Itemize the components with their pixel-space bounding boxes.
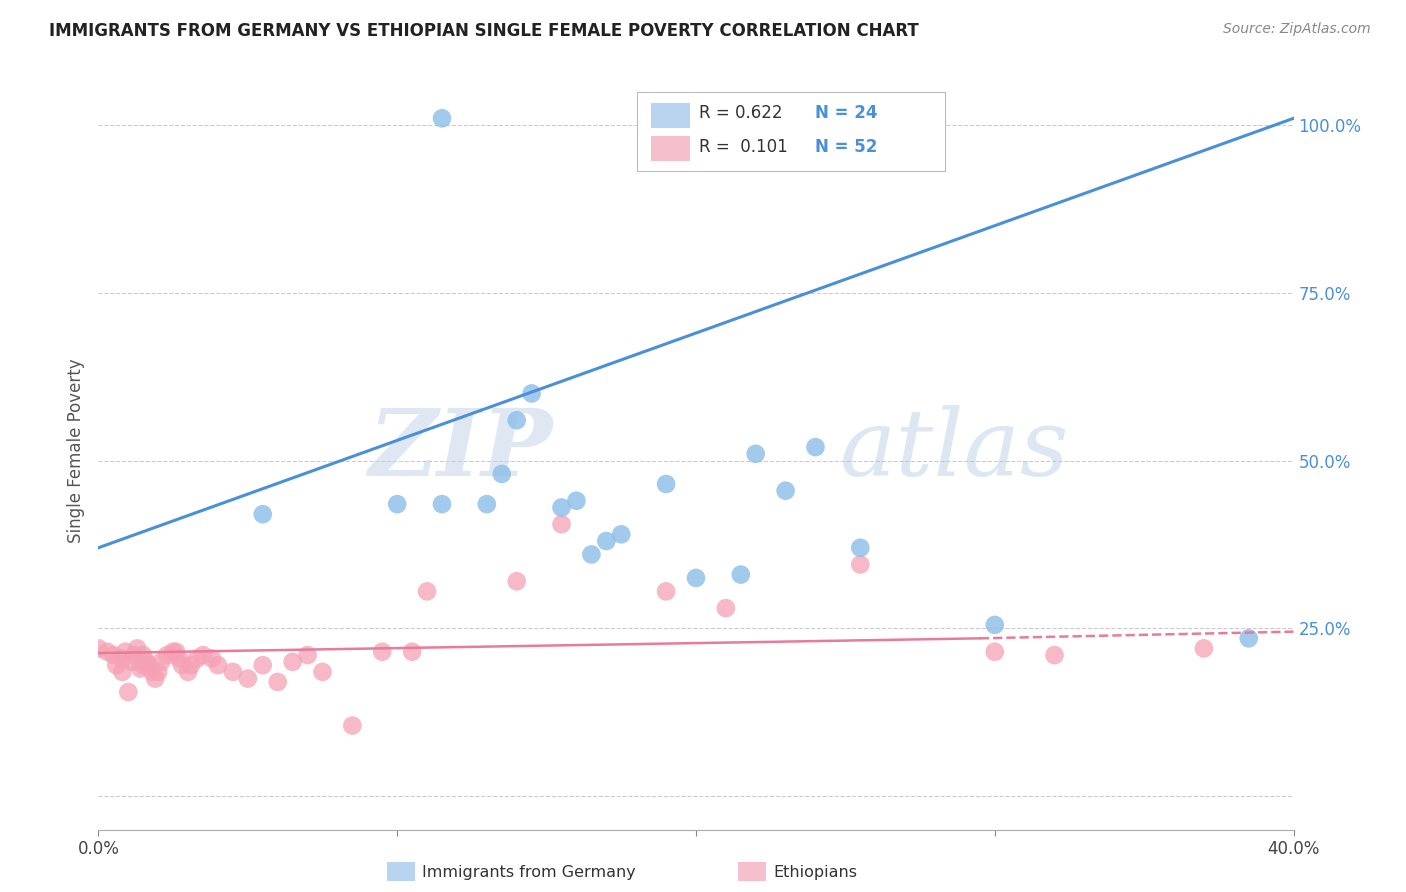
Point — [111, 665, 134, 679]
Point — [685, 112, 707, 126]
Point — [222, 665, 245, 679]
Point — [595, 534, 617, 549]
Point — [156, 648, 179, 662]
Point — [520, 386, 543, 401]
Point — [165, 645, 187, 659]
Point — [1043, 648, 1066, 662]
Y-axis label: Single Female Poverty: Single Female Poverty — [66, 359, 84, 542]
Point — [127, 641, 149, 656]
Text: ZIP: ZIP — [368, 406, 553, 495]
Point — [655, 584, 678, 599]
Point — [745, 447, 768, 461]
Point — [281, 655, 304, 669]
Point — [120, 655, 142, 669]
Point — [714, 601, 737, 615]
Point — [1237, 632, 1260, 646]
Point — [177, 665, 200, 679]
Point — [371, 645, 394, 659]
Point — [129, 661, 152, 675]
Point — [252, 507, 274, 521]
Text: R = 0.622: R = 0.622 — [699, 104, 782, 122]
Point — [172, 658, 194, 673]
Point — [236, 672, 259, 686]
Point — [96, 645, 118, 659]
Point — [132, 658, 155, 673]
Text: N = 24: N = 24 — [815, 104, 877, 122]
Point — [207, 658, 229, 673]
Point — [430, 112, 453, 126]
Point — [141, 665, 163, 679]
Text: R =  0.101: R = 0.101 — [699, 138, 787, 156]
Point — [984, 618, 1007, 632]
Point — [655, 477, 678, 491]
Point — [401, 645, 423, 659]
Point — [132, 648, 155, 662]
Point — [117, 685, 139, 699]
Point — [849, 558, 872, 572]
Point — [191, 648, 214, 662]
Point — [550, 517, 572, 532]
Point — [385, 497, 409, 511]
Point — [550, 500, 572, 515]
Point — [730, 567, 752, 582]
Point — [565, 493, 588, 508]
Point — [105, 658, 128, 673]
Text: Immigrants from Germany: Immigrants from Germany — [422, 865, 636, 880]
Point — [506, 413, 529, 427]
Text: Ethiopians: Ethiopians — [773, 865, 858, 880]
Point — [849, 541, 872, 555]
Text: N = 52: N = 52 — [815, 138, 877, 156]
Point — [186, 651, 208, 665]
Point — [685, 571, 707, 585]
Point — [135, 655, 157, 669]
Point — [114, 645, 136, 659]
Point — [491, 467, 513, 481]
Point — [103, 648, 125, 662]
Point — [1192, 641, 1215, 656]
Point — [138, 658, 160, 673]
Point — [416, 584, 439, 599]
Point — [430, 497, 453, 511]
Point — [610, 527, 633, 541]
Point — [162, 645, 184, 659]
Point — [252, 658, 274, 673]
Point — [201, 651, 224, 665]
Point — [804, 440, 827, 454]
Point — [506, 574, 529, 589]
Point — [180, 658, 202, 673]
Point — [111, 651, 134, 665]
Point — [775, 483, 797, 498]
Point — [311, 665, 333, 679]
Point — [581, 548, 603, 562]
Point — [267, 675, 290, 690]
Text: IMMIGRANTS FROM GERMANY VS ETHIOPIAN SINGLE FEMALE POVERTY CORRELATION CHART: IMMIGRANTS FROM GERMANY VS ETHIOPIAN SIN… — [49, 22, 920, 40]
Point — [984, 645, 1007, 659]
Text: atlas: atlas — [839, 406, 1069, 495]
Point — [87, 641, 110, 656]
Point — [150, 655, 173, 669]
Point — [342, 718, 364, 732]
Point — [167, 651, 190, 665]
Point — [730, 112, 752, 126]
Point — [297, 648, 319, 662]
Point — [124, 648, 146, 662]
Text: Source: ZipAtlas.com: Source: ZipAtlas.com — [1223, 22, 1371, 37]
Point — [475, 497, 498, 511]
Point — [148, 665, 170, 679]
Point — [143, 672, 166, 686]
